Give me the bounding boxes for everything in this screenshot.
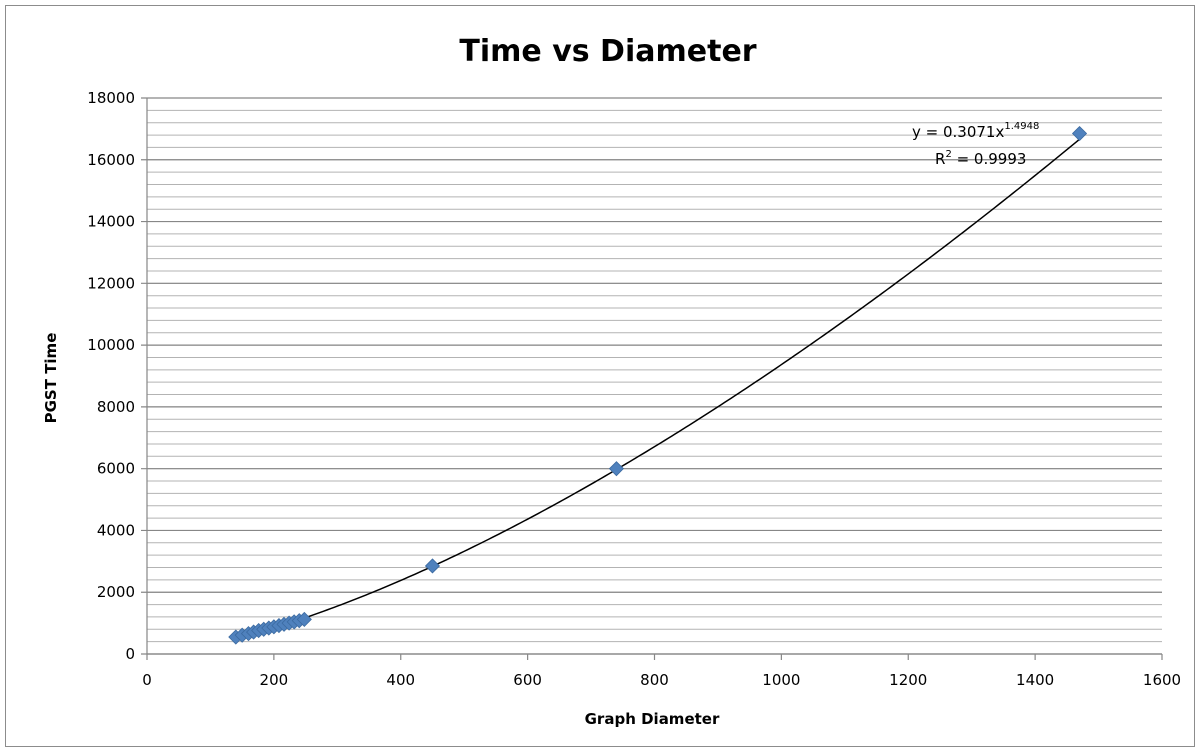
x-axis-title: Graph Diameter	[585, 710, 720, 728]
x-tick-label: 200	[260, 671, 289, 689]
x-tick-label: 600	[513, 671, 542, 689]
trendline	[235, 138, 1081, 640]
x-tick-label: 800	[640, 671, 669, 689]
r-squared-exponent: 2	[945, 149, 951, 160]
y-tick-label: 8000	[97, 398, 135, 416]
x-tick-label: 400	[386, 671, 415, 689]
x-tick-label: 0	[142, 671, 152, 689]
x-tick-label: 1400	[1016, 671, 1054, 689]
y-tick-label: 12000	[87, 274, 135, 292]
trendline-group	[235, 138, 1081, 640]
chart-title: Time vs Diameter	[459, 34, 756, 69]
data-points	[228, 125, 1088, 645]
data-point-marker	[296, 611, 312, 627]
axes	[146, 98, 1163, 660]
y-tick-label: 0	[125, 645, 135, 663]
y-tick-label: 2000	[97, 583, 135, 601]
x-tick-labels: 0 200 400 600 800 1000 1200 1400 1600	[142, 671, 1181, 689]
r-squared-value: = 0.9993	[952, 150, 1027, 168]
y-tick-label: 4000	[97, 521, 135, 539]
data-point-marker	[424, 558, 441, 574]
chart-frame	[5, 5, 1195, 747]
y-tick-labels: 0 2000 4000 6000 8000 10000 12000 14000 16000 180…	[87, 89, 135, 663]
equation-base: y = 0.3071x	[912, 123, 1004, 141]
y-tick-label: 14000	[87, 213, 135, 231]
y-tick-label: 10000	[87, 336, 135, 354]
r-squared-label: R2 = 0.9993	[935, 149, 1026, 168]
y-tick-label: 18000	[87, 89, 135, 107]
gridlines	[141, 97, 1162, 655]
y-axis-title: PGST Time	[42, 333, 60, 424]
y-tick-label: 6000	[97, 460, 135, 478]
equation-exponent: 1.4948	[1004, 121, 1039, 132]
trendline-equation: y = 0.3071x1.4948	[912, 121, 1039, 141]
x-tick-label: 1000	[762, 671, 800, 689]
y-tick-label: 16000	[87, 151, 135, 169]
x-tick-label: 1600	[1143, 671, 1181, 689]
data-point-marker	[608, 461, 625, 477]
x-tick-label: 1200	[889, 671, 927, 689]
r-squared-base: R	[935, 150, 945, 168]
data-point-marker	[1071, 125, 1088, 142]
